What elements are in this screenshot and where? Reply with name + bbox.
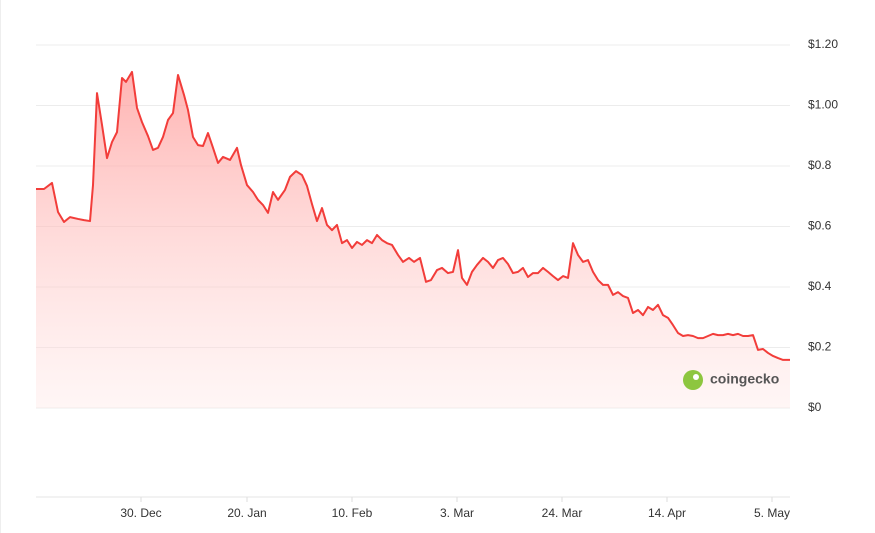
x-tick-label: 30. Dec <box>120 506 161 520</box>
axes: $0 $0.2 $0.4 $0.6 $0.8 $1.00 $1.20 30. Dec 20. J… <box>120 37 838 520</box>
y-tick-label: $1.00 <box>808 98 838 112</box>
x-tick-label: 20. Jan <box>227 506 266 520</box>
y-tick-label: $0.8 <box>808 158 832 172</box>
x-tick-label: 5. May <box>754 506 790 520</box>
x-tick-label: 10. Feb <box>332 506 373 520</box>
y-tick-label: $1.20 <box>808 37 838 51</box>
plot <box>36 70 790 409</box>
y-tick-label: $0.2 <box>808 340 832 354</box>
y-tick-label: $0.6 <box>808 219 832 233</box>
watermark: coingecko <box>683 370 779 390</box>
y-tick-label: $0.4 <box>808 279 832 293</box>
x-tick-label: 14. Apr <box>648 506 686 520</box>
watermark-logo-eye <box>693 374 699 380</box>
watermark-text: coingecko <box>710 371 779 387</box>
y-tick-label: $0 <box>808 400 822 414</box>
watermark-logo <box>683 370 703 390</box>
x-tick-label: 3. Mar <box>440 506 474 520</box>
price-line <box>36 70 790 361</box>
x-tick-label: 24. Mar <box>542 506 583 520</box>
area <box>36 71 790 409</box>
